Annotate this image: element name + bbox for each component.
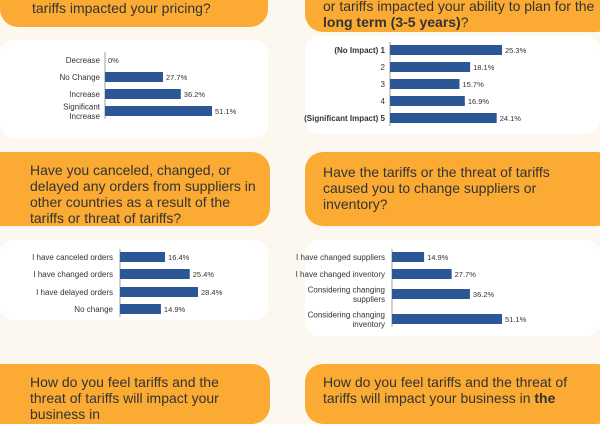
value-label: 16.4% <box>168 253 190 262</box>
category-label: Considering changing suppliers <box>308 285 385 304</box>
category-label: Increase <box>69 90 100 99</box>
bar <box>392 252 425 262</box>
category-label: 4 <box>381 97 386 106</box>
category-label: I have changed inventory <box>296 270 385 279</box>
category-label: I have changed suppliers <box>296 253 385 262</box>
chart-suppliers: I have changed suppliers 14.9% I have chan… <box>296 249 527 329</box>
question-text-bold: long term (3-5 years) <box>323 14 461 30</box>
value-label: 27.7% <box>455 270 477 279</box>
value-label: 0% <box>108 56 119 65</box>
question-text-pre: or tariffs impacted your ability to plan… <box>323 0 595 14</box>
category-label: Considering changing inventory <box>308 310 385 329</box>
value-label: 36.2% <box>184 90 206 99</box>
category-label: I have delayed orders <box>36 288 113 297</box>
value-label: 27.7% <box>166 73 188 82</box>
category-label: Decrease <box>66 56 101 65</box>
value-label: 16.9% <box>468 97 490 106</box>
category-label: 2 <box>381 63 386 72</box>
bar <box>392 269 452 279</box>
question-text-post: ? <box>460 14 469 30</box>
value-label: 25.3% <box>505 46 527 55</box>
bar <box>390 62 471 72</box>
category-label: (No Impact) 1 <box>334 46 385 55</box>
category-label: I have changed orders <box>33 270 113 279</box>
bar <box>120 252 166 262</box>
bar <box>390 45 502 55</box>
question-box-suppliers: Have the tariffs or the threat of tariff… <box>305 152 600 226</box>
bar <box>390 96 465 106</box>
category-label: No change <box>74 305 113 314</box>
bar <box>105 106 212 116</box>
question-text: tariffs impacted your pricing? <box>32 0 211 16</box>
bar <box>105 72 164 82</box>
category-label: (Significant Impact) 5 <box>304 114 385 123</box>
value-label: 28.4% <box>201 288 223 297</box>
value-label: 18.1% <box>473 63 495 72</box>
value-label: 15.7% <box>463 80 485 89</box>
value-label: 25.4% <box>193 270 215 279</box>
chart-long-term: (No Impact) 1 25.3% 2 18.1% 3 15.7% 4 16.9% (Sig… <box>304 42 527 126</box>
value-label: 51.1% <box>215 107 237 116</box>
question-box-pricing: tariffs impacted your pricing? <box>0 0 268 27</box>
bar <box>105 89 181 99</box>
chart-orders: I have canceled orders 16.4% I have change… <box>32 249 223 317</box>
bar <box>392 314 502 324</box>
value-label: 14.9% <box>164 305 186 314</box>
category-label: Significant Increase <box>63 102 101 121</box>
value-label: 14.9% <box>427 253 449 262</box>
question-text: Have the tariffs or the threat of tariff… <box>323 164 550 212</box>
bar <box>120 287 198 297</box>
bar <box>390 79 460 89</box>
category-label: No Change <box>60 73 101 82</box>
question-text: or tariffs impacted your ability to plan… <box>323 0 600 30</box>
category-label: 3 <box>381 80 386 89</box>
value-label: 24.1% <box>500 114 522 123</box>
bar <box>392 289 470 299</box>
value-label: 36.2% <box>473 290 495 299</box>
question-box-long-term: or tariffs impacted your ability to plan… <box>305 0 600 32</box>
bar <box>120 304 161 314</box>
question-box-orders: Have you canceled, changed, or delayed a… <box>0 152 270 226</box>
bar <box>390 113 497 123</box>
value-label: 51.1% <box>505 315 527 324</box>
chart-pricing: Decrease 0% No Change 27.7% Increase 36.2% Sig… <box>60 52 237 121</box>
bar <box>120 269 190 279</box>
question-text: Have you canceled, changed, or delayed a… <box>30 162 256 226</box>
category-label: I have canceled orders <box>32 253 113 262</box>
